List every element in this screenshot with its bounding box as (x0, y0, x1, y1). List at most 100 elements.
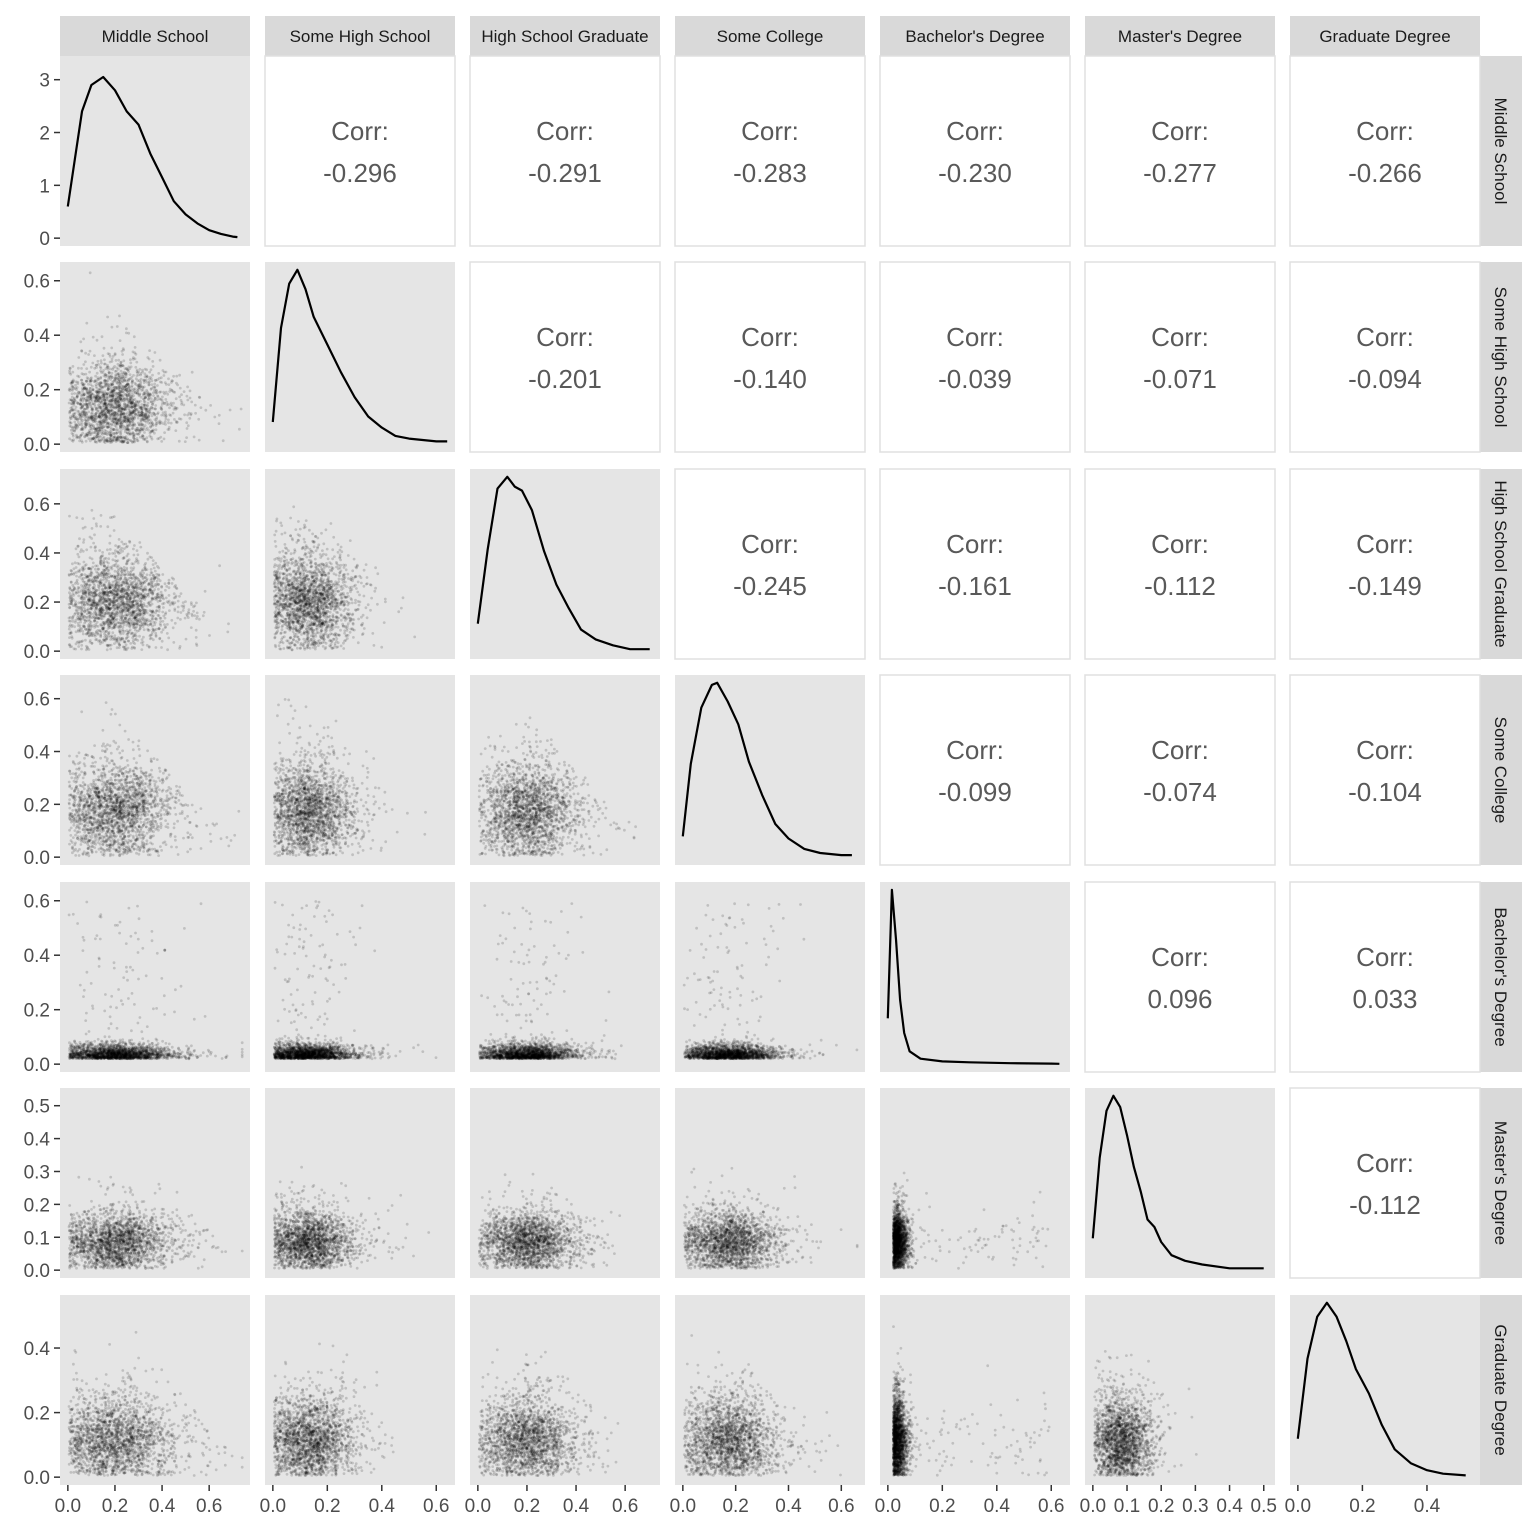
x-tick-label: 0.0 (465, 1496, 491, 1517)
corr-label: Corr: (946, 735, 1004, 765)
x-tick-label: 0.4 (563, 1496, 590, 1517)
corr-value: -0.071 (1143, 364, 1217, 394)
corr-label: Corr: (741, 529, 799, 559)
corr-panel-some-high-school-vs-high-school-graduate: Corr:-0.201 (470, 262, 660, 452)
corr-panel-some-high-school-vs-graduate-degree: Corr:-0.094 (1290, 262, 1480, 452)
y-tick-label: 0.2 (24, 381, 50, 402)
scatter-panel-master-s-degree-vs-middle-school (60, 1088, 250, 1278)
corr-value: -0.230 (938, 158, 1012, 188)
corr-label: Corr: (536, 116, 594, 146)
corr-panel-middle-school-vs-master-s-degree: Corr:-0.277 (1085, 56, 1275, 246)
corr-label: Corr: (1356, 116, 1414, 146)
column-strip-label: Master's Degree (1118, 27, 1242, 46)
corr-panel-bachelor-s-degree-vs-graduate-degree: Corr:0.033 (1290, 882, 1480, 1072)
column-strip-some-high-school: Some High School (265, 16, 455, 56)
y-tick-label: 0.1 (24, 1228, 50, 1249)
corr-label: Corr: (1356, 529, 1414, 559)
y-tick-label: 0.0 (24, 435, 50, 456)
column-strip-label: Bachelor's Degree (905, 27, 1044, 46)
corr-panel-some-college-vs-bachelor-s-degree: Corr: -0.099 (880, 675, 1070, 865)
y-axis-high-school-graduate: 0.00.20.40.6 (24, 495, 60, 663)
x-axis-some-high-school: 0.0 0.2 0.4 0.6 (260, 1485, 450, 1517)
corr-label: Corr: (946, 116, 1004, 146)
scatter-panel-master-s-degree-vs-bachelor-s-degree (880, 1088, 1070, 1278)
x-tick-label: 0.0 (875, 1496, 901, 1517)
corr-panel-some-high-school-vs-some-college: Corr:-0.140 (675, 262, 865, 452)
corr-panel-some-college-vs-graduate-degree: Corr:-0.104 (1290, 675, 1480, 865)
scatter-panel-graduate-degree-vs-some-college (675, 1295, 865, 1485)
column-strip-label: Some High School (290, 27, 431, 46)
corr-panel-high-school-graduate-vs-bachelor-s-degree: Corr:-0.161 (880, 469, 1070, 659)
y-axes: 01230.00.20.40.60.00.20.40.60.00.20.40.6… (24, 71, 60, 1489)
x-axis-master-s-degree: 0.0 0.1 0.2 0.3 0.4 0.5 (1080, 1485, 1277, 1517)
y-axis-some-high-school: 0.00.20.40.6 (24, 272, 60, 456)
x-tick-label: 0.2 (514, 1496, 540, 1517)
scatter-panel-master-s-degree-vs-some-high-school (265, 1088, 455, 1278)
x-axis-graduate-degree: 0.0 0.2 0.4 (1285, 1485, 1441, 1517)
column-strip-label: Graduate Degree (1319, 27, 1450, 46)
y-tick-label: 0.2 (24, 593, 50, 614)
x-tick-label: 0.2 (314, 1496, 340, 1517)
x-tick-label: 0.2 (1349, 1496, 1375, 1517)
y-tick-label: 0.4 (24, 743, 51, 764)
x-tick-label: 0.2 (102, 1496, 128, 1517)
corr-value: -0.112 (1144, 571, 1216, 601)
x-tick-label: 0.4 (1414, 1496, 1441, 1517)
row-strip-master-s-degree: Master's Degree (1480, 1088, 1522, 1278)
x-tick-label: 0.3 (1182, 1496, 1208, 1517)
y-tick-label: 0.2 (24, 1001, 50, 1022)
y-tick-label: 0.2 (24, 795, 50, 816)
corr-label: Corr: (536, 322, 594, 352)
corr-panel-middle-school-vs-high-school-graduate: Corr:-0.291 (470, 56, 660, 246)
y-axis-master-s-degree: 0.00.10.20.30.40.5 (24, 1097, 60, 1282)
x-tick-label: 0.0 (260, 1496, 286, 1517)
corr-panel-high-school-graduate-vs-master-s-degree: Corr:-0.112 (1085, 469, 1275, 659)
scatter-panel-graduate-degree-vs-some-high-school (265, 1295, 455, 1485)
corr-value: -0.245 (733, 571, 807, 601)
x-tick-label: 0.0 (55, 1496, 81, 1517)
y-tick-label: 2 (39, 124, 50, 145)
x-tick-label: 0.1 (1114, 1496, 1140, 1517)
corr-value: 0.096 (1147, 984, 1212, 1014)
x-axis-middle-school: 0.0 0.2 0.4 0.6 (55, 1485, 223, 1517)
y-tick-label: 0.2 (24, 1195, 50, 1216)
x-axis-some-college: 0.0 0.2 0.4 0.6 (670, 1485, 855, 1517)
scatter-panel-some-high-school-vs-middle-school (60, 262, 250, 452)
corr-panel-bachelor-s-degree-vs-master-s-degree: Corr:0.096 (1085, 882, 1275, 1072)
corr-value: -0.112 (1349, 1190, 1421, 1220)
corr-label: Corr: (331, 116, 389, 146)
column-strip-graduate-degree: Graduate Degree (1290, 16, 1480, 56)
corr-label: Corr: (1151, 116, 1209, 146)
x-tick-label: 0.4 (1216, 1496, 1243, 1517)
scatter-panel-bachelor-s-degree-vs-some-high-school (265, 882, 455, 1072)
y-tick-label: 0.6 (24, 690, 50, 711)
scatter-panel-high-school-graduate-vs-middle-school (60, 469, 250, 659)
y-tick-label: 0.5 (24, 1097, 50, 1118)
corr-label: Corr: (1356, 735, 1414, 765)
scatter-panel-graduate-degree-vs-middle-school (60, 1295, 250, 1485)
corr-label: Corr: (946, 322, 1004, 352)
corr-value: -0.099 (938, 777, 1012, 807)
row-strip-label: Middle School (1491, 98, 1510, 205)
column-strip-middle-school: Middle School (60, 16, 250, 56)
corr-label: Corr: (741, 322, 799, 352)
y-tick-label: 0.0 (24, 848, 50, 869)
panel-grid: Corr:-0.296Corr:-0.291Corr:-0.283Corr:-0… (60, 56, 1480, 1485)
x-axis-bachelor-s-degree: 0.0 0.2 0.4 0.6 (875, 1485, 1065, 1517)
density-panel-graduate-degree (1290, 1295, 1480, 1485)
corr-label: Corr: (1151, 735, 1209, 765)
density-panel-some-high-school (265, 262, 455, 452)
y-tick-label: 0.0 (24, 1261, 50, 1282)
corr-panel-high-school-graduate-vs-graduate-degree: Corr:-0.149 (1290, 469, 1480, 659)
scatter-panel-bachelor-s-degree-vs-middle-school (60, 882, 250, 1072)
corr-panel-middle-school-vs-some-college: Corr:-0.283 (675, 56, 865, 246)
corr-panel-high-school-graduate-vs-some-college: Corr: -0.245 (675, 469, 865, 659)
corr-label: Corr: (946, 529, 1004, 559)
density-panel-middle-school (60, 56, 250, 246)
corr-panel-some-high-school-vs-bachelor-s-degree: Corr:-0.039 (880, 262, 1070, 452)
row-strip-some-high-school: Some High School (1480, 262, 1522, 452)
y-tick-label: 3 (39, 71, 50, 92)
x-tick-label: 0.0 (1285, 1496, 1311, 1517)
row-strip-middle-school: Middle School (1480, 56, 1522, 246)
corr-label: Corr: (1356, 322, 1414, 352)
